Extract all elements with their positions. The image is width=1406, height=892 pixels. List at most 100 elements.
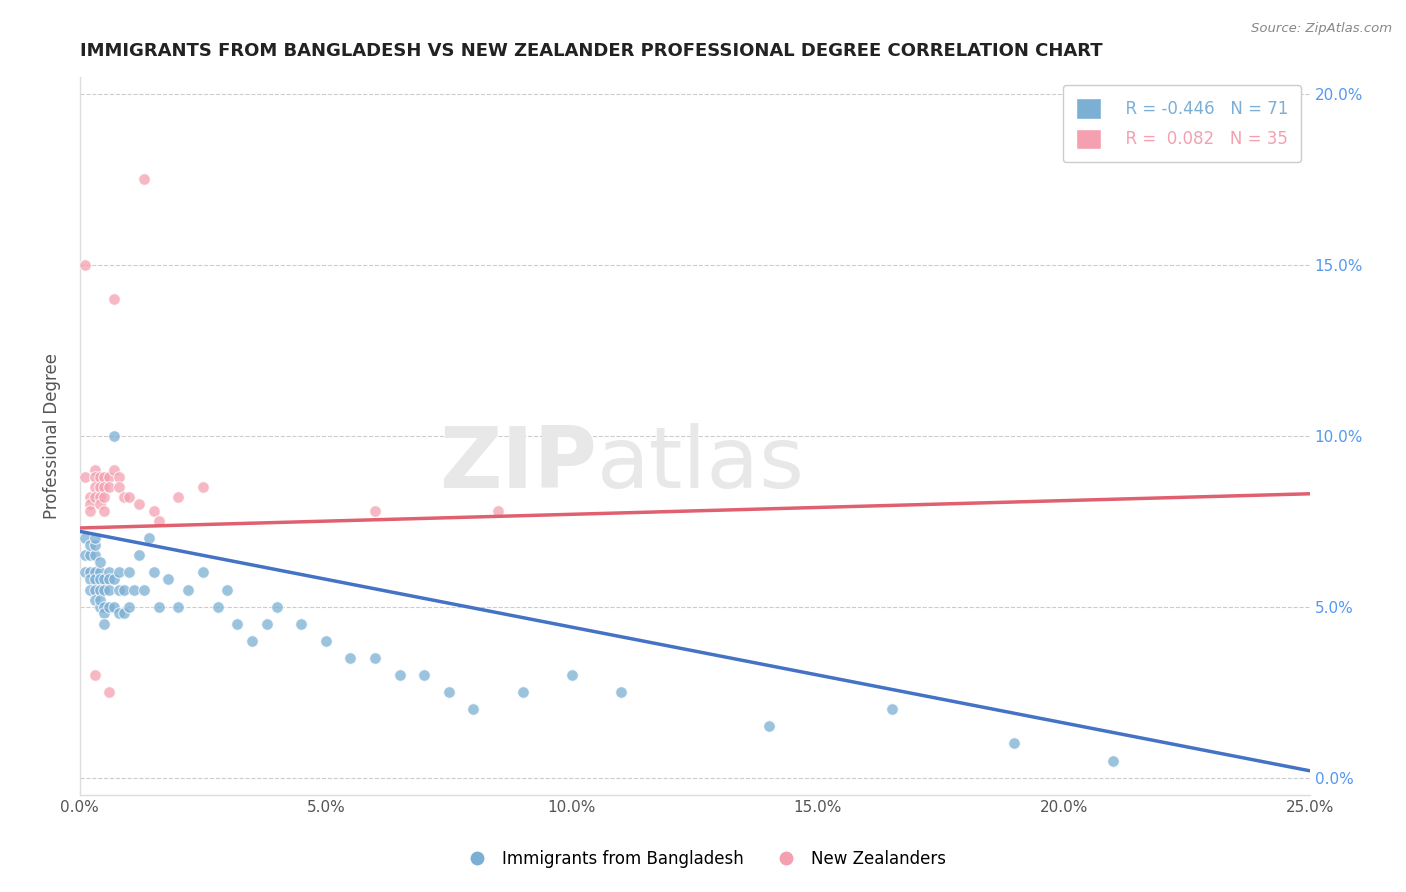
Point [79, 582, 101, 597]
Point [512, 685, 534, 699]
Point [1102, 754, 1125, 768]
Point [339, 651, 361, 665]
Point [83, 668, 105, 682]
Point [79, 538, 101, 552]
Point [226, 616, 249, 631]
Point [93, 599, 115, 614]
Point [98, 599, 121, 614]
Point [108, 607, 131, 621]
Point [83, 566, 105, 580]
Point [93, 607, 115, 621]
Point [191, 566, 214, 580]
Point [112, 607, 135, 621]
Point [128, 497, 150, 511]
Legend: Immigrants from Bangladesh, New Zealanders: Immigrants from Bangladesh, New Zealande… [454, 844, 952, 875]
Point [98, 566, 121, 580]
Point [73, 469, 96, 483]
Point [266, 599, 288, 614]
Point [98, 572, 121, 586]
Point [89, 566, 111, 580]
Point [73, 549, 96, 563]
Point [157, 572, 180, 586]
Point [98, 685, 121, 699]
Point [83, 572, 105, 586]
Point [103, 572, 125, 586]
Point [89, 555, 111, 569]
Point [93, 480, 115, 494]
Point [83, 549, 105, 563]
Point [89, 490, 111, 504]
Point [108, 469, 131, 483]
Point [83, 490, 105, 504]
Point [93, 616, 115, 631]
Point [108, 582, 131, 597]
Text: Source: ZipAtlas.com: Source: ZipAtlas.com [1251, 22, 1392, 36]
Point [83, 592, 105, 607]
Point [79, 566, 101, 580]
Point [103, 292, 125, 306]
Point [437, 685, 460, 699]
Point [142, 566, 165, 580]
Point [89, 599, 111, 614]
Point [1004, 736, 1026, 750]
Point [610, 685, 633, 699]
Point [103, 428, 125, 442]
Point [256, 616, 278, 631]
Point [79, 490, 101, 504]
Point [83, 538, 105, 552]
Point [191, 480, 214, 494]
Point [132, 582, 155, 597]
Point [83, 469, 105, 483]
Point [98, 582, 121, 597]
Point [413, 668, 436, 682]
Point [388, 668, 411, 682]
Point [240, 633, 263, 648]
Point [758, 719, 780, 733]
Point [98, 469, 121, 483]
Point [167, 490, 190, 504]
Point [148, 599, 170, 614]
Point [463, 702, 485, 716]
Point [93, 490, 115, 504]
Point [83, 531, 105, 545]
Point [73, 258, 96, 272]
Point [290, 616, 312, 631]
Point [93, 469, 115, 483]
Text: IMMIGRANTS FROM BANGLADESH VS NEW ZEALANDER PROFESSIONAL DEGREE CORRELATION CHAR: IMMIGRANTS FROM BANGLADESH VS NEW ZEALAN… [80, 42, 1102, 60]
Point [89, 469, 111, 483]
Point [880, 702, 903, 716]
Point [83, 582, 105, 597]
Point [79, 572, 101, 586]
Point [108, 566, 131, 580]
Point [118, 566, 141, 580]
Point [167, 599, 190, 614]
Y-axis label: Professional Degree: Professional Degree [44, 352, 60, 518]
Point [138, 531, 160, 545]
Point [122, 582, 145, 597]
Point [79, 497, 101, 511]
Point [364, 651, 387, 665]
Point [89, 497, 111, 511]
Point [93, 572, 115, 586]
Point [142, 504, 165, 518]
Text: ZIP: ZIP [439, 423, 596, 506]
Point [93, 582, 115, 597]
Point [103, 463, 125, 477]
Point [112, 582, 135, 597]
Point [79, 504, 101, 518]
Point [93, 504, 115, 518]
Point [132, 172, 155, 186]
Point [83, 463, 105, 477]
Point [315, 633, 337, 648]
Legend:   R = -0.446   N = 71,   R =  0.082   N = 35: R = -0.446 N = 71, R = 0.082 N = 35 [1063, 85, 1302, 162]
Point [89, 480, 111, 494]
Point [98, 480, 121, 494]
Point [118, 490, 141, 504]
Point [217, 582, 239, 597]
Point [112, 490, 135, 504]
Point [177, 582, 200, 597]
Point [73, 566, 96, 580]
Point [148, 514, 170, 528]
Point [79, 549, 101, 563]
Point [486, 504, 509, 518]
